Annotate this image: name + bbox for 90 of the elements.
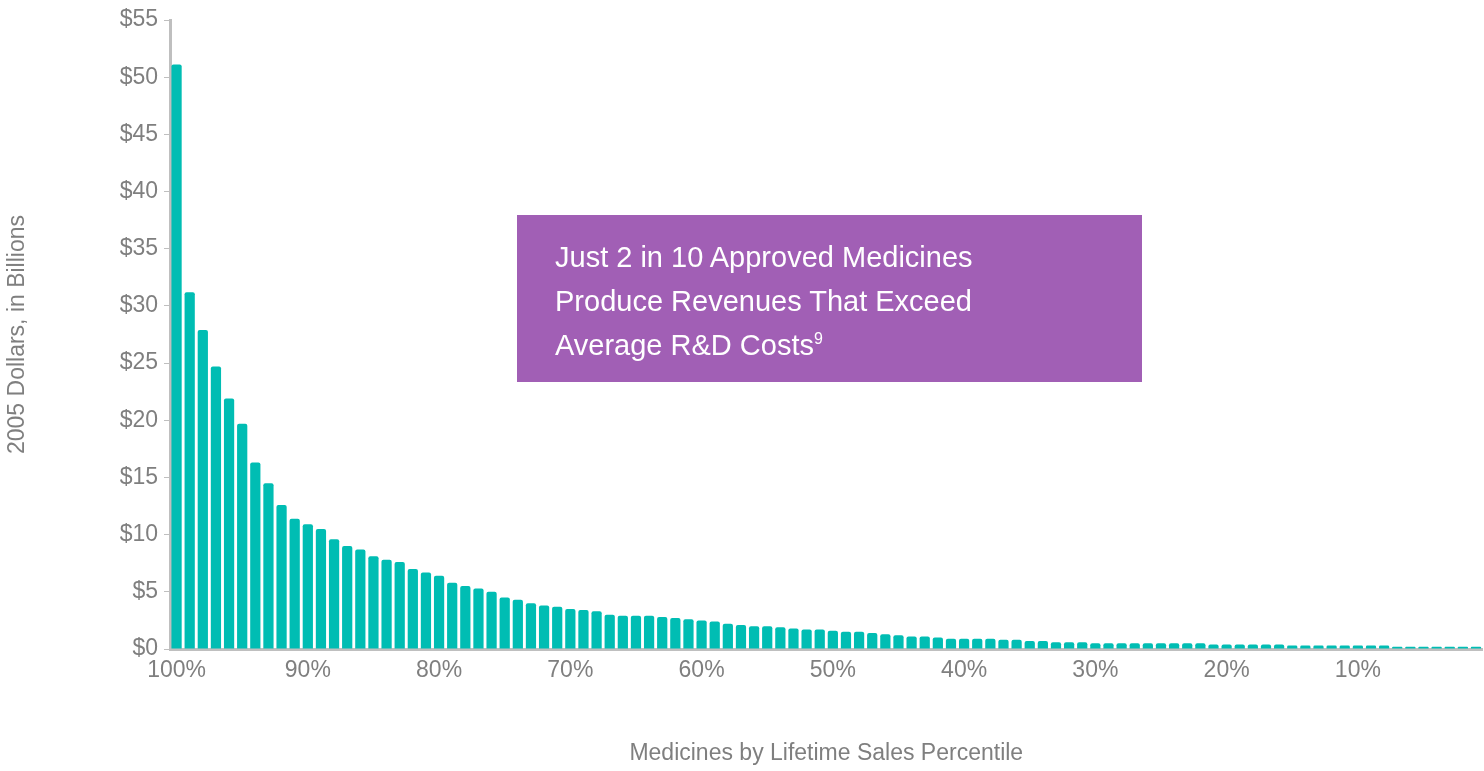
- bar: [328, 539, 340, 649]
- bar: [578, 610, 589, 649]
- bar: [525, 603, 537, 649]
- y-axis-title: 2005 Dollars, in Billions: [3, 214, 30, 455]
- bar: [722, 623, 733, 649]
- bar: [171, 64, 182, 649]
- x-tick-label: 20%: [1203, 656, 1250, 683]
- y-tick-label: $10: [119, 519, 158, 546]
- bar: [302, 524, 313, 649]
- bar: [263, 483, 274, 649]
- bar: [591, 611, 602, 649]
- y-tick-label: $50: [119, 62, 158, 89]
- bar: [315, 528, 327, 649]
- x-tick-label: 10%: [1334, 656, 1381, 683]
- bar: [460, 586, 471, 649]
- bar: [512, 599, 523, 649]
- bar: [696, 620, 707, 649]
- bar: [184, 292, 195, 649]
- bar: [473, 588, 484, 649]
- x-tick-label: 90%: [284, 656, 331, 683]
- bar: [552, 606, 563, 649]
- bar: [762, 626, 773, 649]
- bar: [945, 638, 957, 649]
- bar: [840, 631, 852, 649]
- bar: [630, 615, 642, 649]
- bar: [368, 556, 379, 649]
- bar: [958, 638, 970, 649]
- bar: [394, 562, 405, 649]
- x-tick-label: 70%: [547, 656, 594, 683]
- bar: [788, 628, 799, 649]
- bar: [985, 638, 996, 649]
- bar: [342, 546, 353, 649]
- y-tick-label: $35: [119, 234, 158, 261]
- bar: [972, 638, 983, 649]
- bar: [867, 632, 878, 649]
- bar: [276, 504, 287, 649]
- y-tick-label: $5: [132, 577, 158, 604]
- bar: [433, 575, 445, 649]
- bar: [381, 559, 392, 649]
- bar: [538, 605, 550, 649]
- y-tick-label: $55: [119, 5, 158, 32]
- bar: [657, 616, 668, 649]
- y-tick-label: $40: [119, 176, 158, 203]
- y-tick-label: $15: [119, 462, 158, 489]
- bar: [499, 597, 510, 649]
- bar: [1037, 641, 1048, 649]
- bar: [420, 572, 432, 649]
- bar: [748, 626, 760, 649]
- bar: [735, 624, 747, 649]
- bar: [670, 618, 681, 649]
- x-axis-title: Medicines by Lifetime Sales Percentile: [629, 738, 1024, 765]
- bar: [237, 423, 248, 649]
- bar: [827, 630, 838, 649]
- bar: [250, 462, 261, 649]
- x-tick-label: 50%: [809, 656, 856, 683]
- bar: [853, 631, 865, 649]
- bar: [1024, 641, 1035, 649]
- bar: [604, 614, 615, 649]
- bar: [617, 615, 628, 649]
- bar: [932, 637, 943, 649]
- bar: [919, 636, 930, 649]
- bar: [880, 634, 891, 649]
- x-tick-label: 80%: [416, 656, 463, 683]
- bar: [447, 582, 458, 649]
- bar: [1011, 639, 1022, 649]
- bar: [223, 398, 235, 649]
- y-tick-label: $30: [119, 291, 158, 318]
- bar: [289, 518, 300, 649]
- bar: [565, 608, 576, 649]
- y-tick-label: $25: [119, 348, 158, 375]
- bar: [893, 635, 904, 649]
- bar: [775, 627, 786, 649]
- y-tick-label: $45: [119, 119, 158, 146]
- x-tick-label: 60%: [678, 656, 725, 683]
- x-tick-label: 30%: [1072, 656, 1119, 683]
- bar: [407, 568, 418, 649]
- x-tick-label: 40%: [941, 656, 988, 683]
- bar: [197, 329, 208, 649]
- annotation: Just 2 in 10 Approved Medicines Produce Revenues That Exceed Average R&D Costs$^{9}$: [555, 240, 974, 363]
- bar: [998, 639, 1009, 649]
- bar: [210, 366, 222, 649]
- bar: [709, 621, 720, 649]
- bar: [683, 619, 694, 649]
- bar: [814, 629, 825, 649]
- bar: [643, 615, 655, 649]
- y-tick-label: $20: [119, 405, 158, 432]
- bar: [486, 591, 497, 649]
- bar: [355, 549, 366, 649]
- bar: [906, 636, 917, 649]
- bar: [801, 629, 812, 649]
